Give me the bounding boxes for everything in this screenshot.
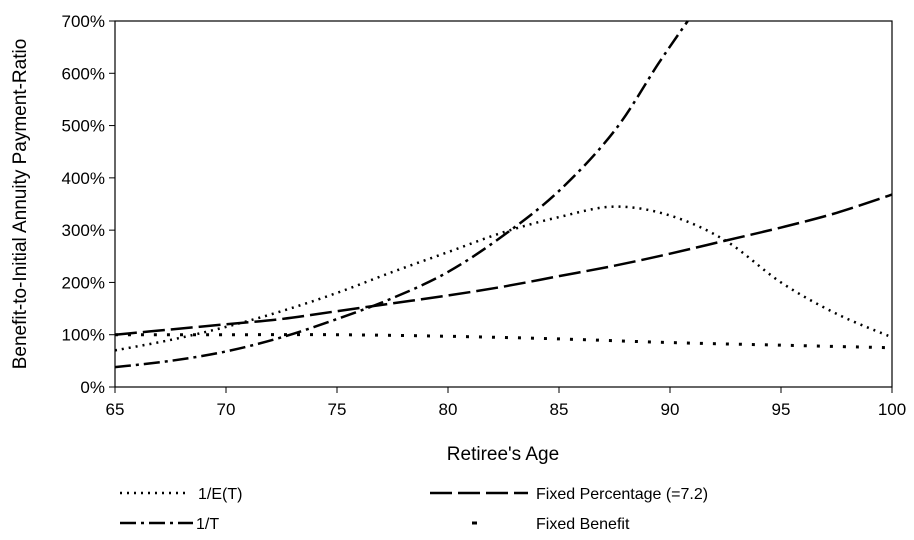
y-tick-label: 300%	[62, 221, 105, 240]
x-tick-label: 95	[772, 400, 791, 419]
y-axis-title: Benefit-to-Initial Annuity Payment-Ratio	[10, 39, 31, 370]
x-tick-label: 75	[328, 400, 347, 419]
legend: 1/E(T) Fixed Percentage (=7.2) 1/T Fixed…	[120, 486, 708, 533]
x-tick-label: 90	[661, 400, 680, 419]
y-tick-label: 500%	[62, 117, 105, 136]
series-line-1-e-t	[114, 205, 893, 352]
x-tick-label: 80	[439, 400, 458, 419]
legend-label-1-e-t: 1/E(T)	[198, 486, 242, 503]
legend-item-1-t: 1/T	[120, 516, 219, 533]
y-tick-label: 0%	[80, 378, 105, 397]
series-line-fixed-benefit	[115, 333, 893, 350]
series-line-1-t	[114, 20, 689, 369]
x-axis-title: Retiree's Age	[447, 444, 559, 465]
x-tick-label: 70	[217, 400, 236, 419]
legend-item-fixed-percentage: Fixed Percentage (=7.2)	[430, 486, 708, 503]
y-tick-label: 200%	[62, 273, 105, 292]
plot-frame	[114, 20, 893, 388]
y-tick-label: 400%	[62, 169, 105, 188]
x-tick-label: 100	[878, 400, 906, 419]
series-layer	[114, 20, 893, 369]
legend-item-1-e-t: 1/E(T)	[120, 486, 242, 503]
x-tick-label: 85	[550, 400, 569, 419]
x-tick-label: 65	[106, 400, 125, 419]
y-tick-label: 700%	[62, 12, 105, 31]
y-tick-label: 600%	[62, 64, 105, 83]
axes: 0% 100% 200% 300% 400% 500% 600% 700% 65 70 75 80 85…	[62, 12, 907, 419]
legend-label-fixed-percentage: Fixed Percentage (=7.2)	[536, 486, 708, 503]
legend-item-fixed-benefit: Fixed Benefit	[472, 516, 630, 533]
series-line-fixed-percentage-7-2	[114, 193, 893, 336]
y-tick-label: 100%	[62, 326, 105, 345]
legend-label-fixed-benefit: Fixed Benefit	[536, 516, 630, 533]
legend-label-1-t: 1/T	[196, 516, 219, 533]
